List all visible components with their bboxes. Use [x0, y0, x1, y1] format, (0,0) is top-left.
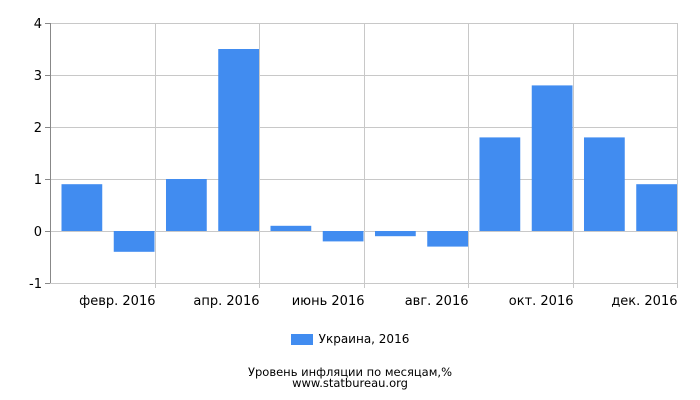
y-tick-label: 3 — [34, 69, 42, 84]
bar — [113, 231, 155, 252]
chart-source: www.statbureau.org — [292, 376, 408, 390]
legend-label: Украина, 2016 — [318, 332, 410, 346]
chart-title: Уровень инфляции по месяцам,% — [247, 365, 452, 379]
x-tick-label: дек. 2016 — [611, 294, 677, 309]
x-tick-label: апр. 2016 — [193, 294, 259, 309]
legend-swatch — [290, 333, 313, 345]
y-tick-label: 1 — [34, 173, 42, 188]
bar — [270, 225, 312, 231]
x-tick-label: февр. 2016 — [79, 294, 155, 309]
bar — [479, 137, 521, 231]
bar — [374, 231, 416, 237]
bar — [61, 184, 103, 231]
y-tick-label: 0 — [34, 225, 42, 240]
bar — [165, 179, 207, 231]
bar — [636, 184, 677, 231]
x-tick-label: авг. 2016 — [405, 294, 469, 309]
bar — [531, 85, 573, 232]
y-tick-label: -1 — [29, 277, 42, 292]
bar — [322, 231, 364, 242]
y-tick-label: 2 — [34, 121, 42, 136]
chart-legend: Украина, 2016 — [0, 332, 700, 346]
x-tick-label: окт. 2016 — [509, 294, 574, 309]
bar — [583, 137, 625, 231]
bar — [218, 49, 259, 231]
bar — [427, 231, 468, 247]
x-tick-label: июнь 2016 — [292, 294, 365, 309]
y-tick-label: 4 — [34, 17, 42, 32]
